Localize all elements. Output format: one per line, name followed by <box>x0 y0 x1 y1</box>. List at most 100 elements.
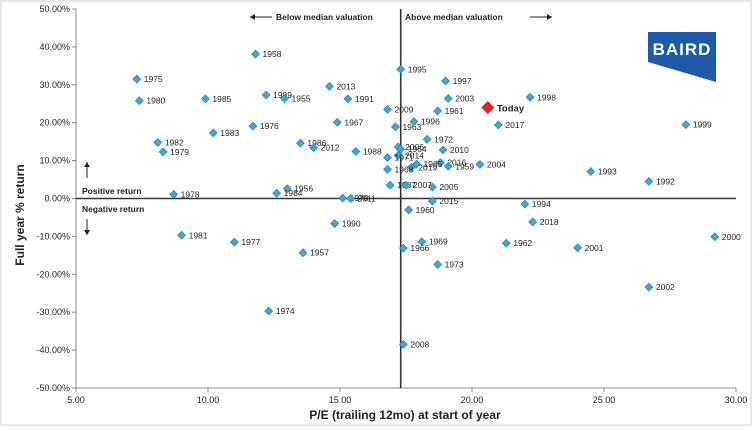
data-label-2015: 2015 <box>439 196 458 206</box>
data-label-1985: 1985 <box>212 94 231 104</box>
data-label-2001: 2001 <box>585 243 604 253</box>
data-label-2012: 2012 <box>321 143 340 153</box>
data-point-1967 <box>332 117 342 127</box>
data-label-2002: 2002 <box>656 282 675 292</box>
data-label-1984: 1984 <box>284 188 303 198</box>
data-label-1955: 1955 <box>292 93 311 103</box>
data-label-2006: 2006 <box>405 142 424 152</box>
data-point-1970 <box>338 193 348 203</box>
data-label-1967: 1967 <box>344 117 363 127</box>
data-label-1962: 1962 <box>513 238 532 248</box>
data-point-1999 <box>681 120 691 130</box>
data-label-1971: 1971 <box>395 153 414 163</box>
data-label-1964: 1964 <box>408 144 427 154</box>
positive-return-label: Positive return <box>82 186 142 196</box>
data-point-1985 <box>200 94 210 104</box>
x-tick-label: 20.00 <box>461 395 484 405</box>
data-point-2017 <box>493 120 503 130</box>
below-median-arrow-head <box>250 14 255 20</box>
data-point-1983 <box>208 128 218 138</box>
data-label-1989: 1989 <box>273 90 292 100</box>
data-label-1979: 1979 <box>170 147 189 157</box>
data-point-1982 <box>153 137 163 147</box>
x-axis-title: P/E (trailing 12mo) at start of year <box>309 408 501 422</box>
y-tick-label: -30.00% <box>36 307 70 317</box>
data-point-1998 <box>525 92 535 102</box>
data-point-1993 <box>586 167 596 177</box>
data-label-2019: 2019 <box>418 162 437 172</box>
data-label-1974: 1974 <box>276 306 295 316</box>
data-label-1957: 1957 <box>310 248 329 258</box>
data-label-1988: 1988 <box>363 147 382 157</box>
y-tick-label: 40.00% <box>39 42 70 52</box>
negative-return-arrow-head <box>84 230 90 235</box>
data-point-1989 <box>261 90 271 100</box>
data-label-1976: 1976 <box>260 121 279 131</box>
above-median-arrow-head <box>547 14 552 20</box>
data-point-1980 <box>134 96 144 106</box>
data-label-1960: 1960 <box>416 205 435 215</box>
data-point-2016 <box>435 158 445 167</box>
data-label-2016: 2016 <box>447 157 466 167</box>
data-label-1981: 1981 <box>189 230 208 240</box>
data-label-1963: 1963 <box>402 122 421 132</box>
data-label-1990: 1990 <box>342 219 361 229</box>
x-tick-label: 5.00 <box>67 395 85 405</box>
today-point <box>481 101 495 114</box>
data-point-1990 <box>330 219 340 228</box>
data-point-1975 <box>132 74 142 84</box>
data-point-2013 <box>325 81 334 91</box>
data-label-2004: 2004 <box>487 159 506 169</box>
data-label-1998: 1998 <box>537 92 556 102</box>
positive-return-arrow-head <box>84 162 90 167</box>
data-point-1966 <box>398 243 408 253</box>
data-point-1979 <box>158 147 168 157</box>
y-tick-label: 30.00% <box>39 80 70 90</box>
x-tick-label: 10.00 <box>197 395 220 405</box>
data-point-1984 <box>272 188 282 198</box>
x-tick-label: 30.00 <box>725 395 748 405</box>
data-label-1992: 1992 <box>656 176 675 186</box>
data-point-1964 <box>396 144 406 154</box>
data-point-1973 <box>433 260 443 269</box>
data-label-1973: 1973 <box>445 259 464 269</box>
data-label-1970: 1970 <box>350 193 369 203</box>
data-point-1960 <box>404 205 414 215</box>
x-tick-label: 15.00 <box>329 395 352 405</box>
data-point-1997 <box>441 76 451 86</box>
data-label-1980: 1980 <box>146 96 165 106</box>
data-point-1992 <box>644 177 654 186</box>
data-point-1976 <box>248 121 258 131</box>
data-label-2011: 2011 <box>358 194 377 204</box>
data-label-1975: 1975 <box>144 74 163 84</box>
data-label-2009: 2009 <box>395 104 414 114</box>
y-axis-title: Full year % return <box>13 164 27 265</box>
data-point-2004 <box>475 159 485 169</box>
y-tick-label: 10.00% <box>39 156 70 166</box>
data-label-2008: 2008 <box>410 339 429 349</box>
data-label-1995: 1995 <box>408 64 427 74</box>
data-point-1991 <box>343 94 353 104</box>
x-tick-label: 25.00 <box>593 395 616 405</box>
data-point-1965 <box>412 159 421 169</box>
data-point-1994 <box>520 199 530 209</box>
y-tick-label: 0.00% <box>44 194 70 204</box>
data-point-2011 <box>346 194 355 203</box>
y-tick-label: 20.00% <box>39 118 70 128</box>
data-point-1987 <box>385 180 395 190</box>
y-tick-label: 50.00% <box>39 4 70 14</box>
data-point-1996 <box>409 117 419 126</box>
data-label-1972: 1972 <box>434 134 453 144</box>
data-label-2013: 2013 <box>336 81 355 91</box>
data-point-1959 <box>443 161 453 171</box>
data-point-1962 <box>501 238 511 248</box>
data-label-1959: 1959 <box>455 161 474 171</box>
data-label-1996: 1996 <box>421 117 440 127</box>
data-label-1991: 1991 <box>355 94 374 104</box>
data-label-1983: 1983 <box>220 128 239 138</box>
data-point-1977 <box>229 237 239 247</box>
data-label-2000: 2000 <box>722 232 741 242</box>
data-label-1965: 1965 <box>424 159 443 169</box>
